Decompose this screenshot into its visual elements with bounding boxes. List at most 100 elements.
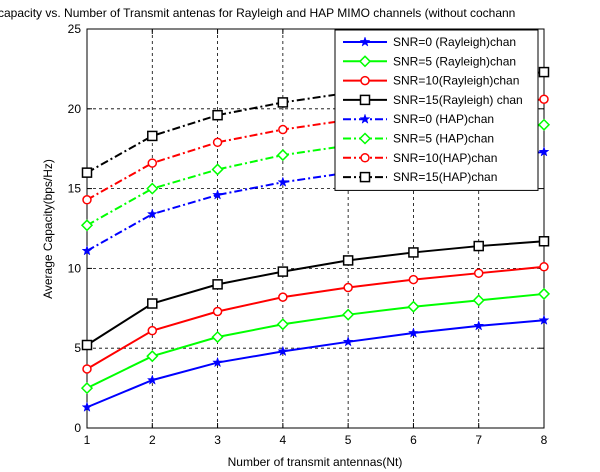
data-point <box>146 350 159 363</box>
data-point <box>473 268 484 278</box>
legend-label: SNR=15(HAP)chan <box>393 170 497 184</box>
legend-label: SNR=5 (Rayleigh)chan <box>393 54 516 68</box>
data-point <box>538 146 550 157</box>
legend-item: SNR=0 (Rayleigh)chan <box>343 35 516 49</box>
data-point <box>80 219 94 232</box>
data-point <box>473 320 485 331</box>
data-point <box>538 314 550 325</box>
legend-marker <box>359 36 371 47</box>
legend-label: SNR=10(HAP)chan <box>393 151 497 165</box>
data-point <box>82 195 92 205</box>
data-point <box>212 279 223 290</box>
data-point <box>407 300 420 313</box>
data-point <box>147 298 158 309</box>
data-point <box>407 327 419 338</box>
data-point <box>538 66 550 78</box>
chart-title: capacity vs. Number of Transmit antenas … <box>0 6 515 20</box>
axis-ticks: 1 2 3 4 5 6 7 8 0 5 10 15 20 25 <box>68 22 548 447</box>
data-point <box>343 282 353 293</box>
data-point <box>212 306 223 317</box>
data-point <box>147 325 158 336</box>
data-point <box>277 176 289 187</box>
legend-marker <box>360 75 370 86</box>
legend-label: SNR=15(Rayleigh) chan <box>393 93 523 107</box>
data-point <box>81 339 93 351</box>
data-point <box>473 240 484 252</box>
legend-item: SNR=5 (Rayleigh)chan <box>343 54 516 68</box>
legend-item: SNR=15(Rayleigh) chan <box>343 93 523 107</box>
data-point <box>278 124 288 135</box>
data-point <box>277 266 289 277</box>
x-axis-label: Number of transmit antennas(Nt) <box>228 455 403 469</box>
x-tick-label: 4 <box>280 433 287 447</box>
x-tick-label: 1 <box>84 433 91 447</box>
series-1 <box>81 314 550 412</box>
x-tick-label: 7 <box>475 433 482 447</box>
data-point <box>342 255 354 266</box>
data-point <box>539 262 549 272</box>
x-tick-label: 8 <box>541 433 548 447</box>
x-tick-label: 5 <box>345 433 352 447</box>
series-4 <box>81 236 550 351</box>
legend-item: SNR=10(Rayleigh)chan <box>343 74 519 88</box>
legend-label: SNR=5 (HAP)chan <box>393 132 494 146</box>
legend-label: SNR=10(Rayleigh)chan <box>393 74 519 88</box>
legend-marker <box>359 94 371 106</box>
data-point <box>211 330 224 344</box>
x-tick-label: 6 <box>410 433 417 447</box>
data-point <box>342 336 354 347</box>
legend-item: SNR=15(HAP)chan <box>343 170 497 184</box>
data-point <box>81 245 93 256</box>
x-tick-label: 3 <box>214 433 221 447</box>
legend-marker <box>358 132 372 145</box>
data-point <box>408 274 419 285</box>
data-point <box>211 163 224 176</box>
data-point <box>277 345 289 357</box>
legend-label: SNR=0 (Rayleigh)chan <box>393 35 516 49</box>
data-point <box>80 382 94 395</box>
series-line <box>86 240 545 346</box>
legend-marker <box>359 113 371 124</box>
series-3 <box>82 262 549 374</box>
series-line <box>86 292 545 389</box>
legend-marker <box>360 153 370 163</box>
series-2 <box>80 287 551 395</box>
data-point <box>82 364 92 374</box>
data-point <box>146 208 158 219</box>
legend-item: SNR=10(HAP)chan <box>343 151 497 165</box>
y-tick-label: 0 <box>74 421 81 435</box>
x-tick-label: 2 <box>149 433 156 447</box>
data-point <box>212 137 223 148</box>
data-point <box>537 118 551 131</box>
y-tick-label: 5 <box>74 341 81 355</box>
data-point <box>538 236 550 247</box>
data-point <box>539 94 549 104</box>
data-point <box>147 158 158 168</box>
data-point <box>472 294 485 307</box>
data-point <box>147 130 158 142</box>
data-point <box>276 149 289 162</box>
y-tick-label: 20 <box>68 102 82 116</box>
legend-item: SNR=5 (HAP)chan <box>343 132 494 146</box>
data-point <box>276 318 289 331</box>
y-tick-label: 15 <box>68 182 82 196</box>
data-point <box>278 292 288 302</box>
legend-label: SNR=0 (HAP)chan <box>393 112 494 126</box>
data-point <box>81 401 93 412</box>
data-point <box>212 189 224 200</box>
series-line <box>86 265 545 370</box>
data-point <box>212 109 223 121</box>
y-tick-label: 10 <box>68 261 82 275</box>
data-point <box>537 287 551 300</box>
data-point <box>81 167 93 178</box>
data-point <box>212 356 224 368</box>
data-point <box>342 308 355 321</box>
data-point <box>146 182 159 195</box>
y-tick-label: 25 <box>68 22 82 36</box>
data-point <box>408 247 419 258</box>
series-line <box>86 319 545 409</box>
y-axis-label: Average Capacity(bps/Hz) <box>41 159 55 299</box>
legend-marker <box>359 171 371 183</box>
legend: SNR=0 (Rayleigh)chan SNR=5 (Rayleigh)chan… <box>334 29 539 191</box>
